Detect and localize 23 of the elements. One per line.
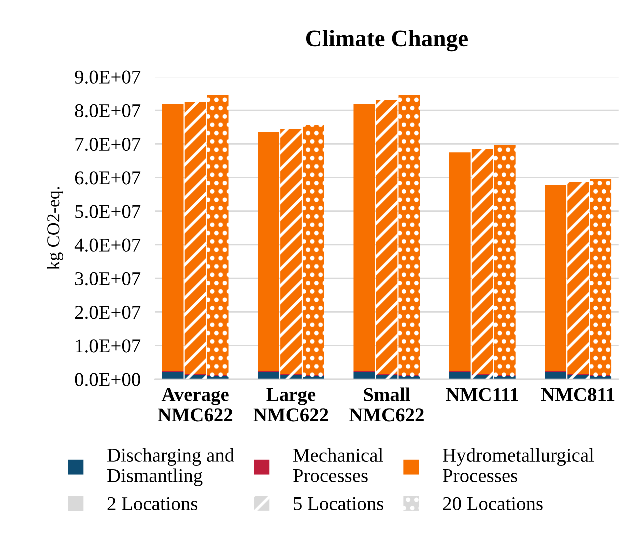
y-tick-label: 4.0E+07 [74,238,141,252]
x-tick-label: Large NMC622 [254,388,328,422]
legend-label: 20 Locations [443,497,543,510]
y-tick-label: 9.0E+07 [75,70,141,84]
y-tick-label: 7.0E+07 [76,138,141,152]
y-tick-label: 1.0E+07 [76,340,141,353]
y-tick-label: 0.0E+00 [75,373,140,386]
y-tick-label: 2.0E+07 [75,306,141,320]
y-axis-title: kg CO2-eq. [47,187,64,270]
y-tick-label: 6.0E+07 [75,172,141,185]
y-tick-label: 5.0E+07 [76,205,141,218]
legend-label: Mechanical Processes [294,448,384,482]
x-tick-label: NMC111 [446,388,518,402]
legend-label: 2 Locations [108,497,198,510]
legend-label: Discharging and Dismantling [108,448,234,486]
y-tick-label: 8.0E+07 [75,104,141,118]
x-tick-label: Small NMC622 [350,388,424,422]
x-tick-label: NMC811 [541,388,615,402]
y-tick-label: 3.0E+07 [75,272,141,286]
legend-label: 5 Locations [294,497,384,510]
legend-label: Hydrometallurgical Processes [443,448,594,482]
chart-title: Climate Change [306,30,468,52]
x-tick-label: Average NMC622 [158,388,233,422]
